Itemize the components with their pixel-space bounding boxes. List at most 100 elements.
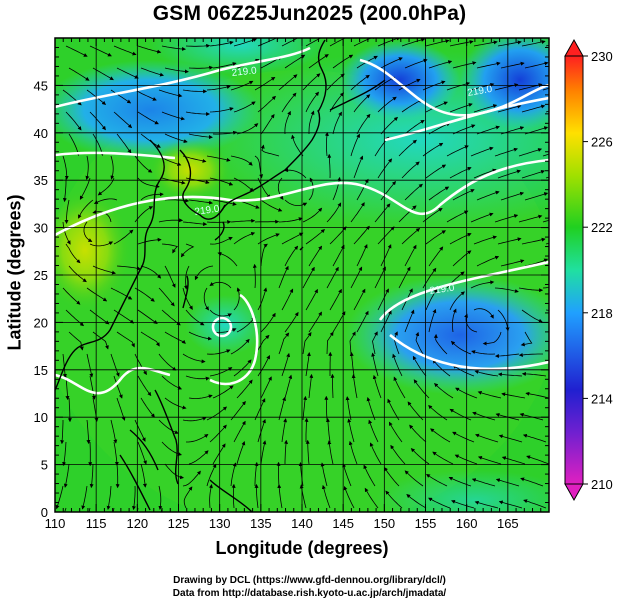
streamline-arrow [209,484,213,509]
streamline-arrow [209,40,234,47]
streamline-arrow [401,228,421,245]
streamline-arrow [350,133,360,157]
streamline-arrow [281,92,297,113]
y-tick-label: 30 [34,221,48,236]
streamline-arrow [62,155,69,180]
streamline-arrow [62,441,67,467]
lat-lon-grid [55,38,549,512]
streamline-arrow [497,372,523,377]
streamline-arrow [186,434,209,443]
streamline-arrow [134,353,147,376]
field-layer: 219.0 219.0 219.0 219.0 [55,38,549,512]
streamline-arrow [182,287,193,310]
streamline-arrow [448,476,472,487]
contour-label: 219.0 [429,283,456,297]
colorbar-tick-label: 214 [591,391,613,406]
streamline-arrow [302,266,315,289]
streamline-arrow [284,199,308,207]
streamline-arrow [161,45,186,51]
streamline-arrow [473,308,494,319]
x-tick-label: 125 [168,516,190,531]
streamline-arrow [452,189,475,201]
streamline-arrow [350,74,370,91]
streamline-arrow [425,288,438,311]
streamline-arrow [161,111,185,121]
streamline-arrow [351,374,358,399]
streamline-arrow [89,375,96,400]
streamline-arrow [164,463,184,480]
streamline-arrow [390,444,406,465]
streamline-arrow [470,280,495,289]
streamline-arrow [305,228,325,245]
streamline-arrow [115,463,120,489]
streamline-arrow [500,191,525,201]
streamline-arrow [257,177,271,199]
streamline-arrow [401,99,423,113]
streamline-arrow [542,286,549,289]
streamline-arrow [113,45,137,56]
streamline-arrow [305,288,318,311]
streamline-arrow [137,45,162,54]
streamline-arrow [425,164,447,179]
contour-label: 219.0 [194,204,221,218]
streamline-arrow [302,332,312,355]
streamline-arrow [404,470,424,487]
streamline-arrow [140,67,164,77]
streamline-arrow [542,87,549,91]
credit-data-source: Data from http://database.rish.kyoto-u.a… [172,588,447,599]
streamline-arrow [426,473,448,487]
streamline-arrow [116,397,126,421]
x-tick-label: 120 [126,516,148,531]
streamline-arrow [260,312,276,333]
streamline-arrow [113,111,133,129]
streamline-arrow [521,237,546,245]
streamline-arrow [473,104,498,113]
streamline-arrow [185,111,211,116]
streamline-arrow [494,287,519,293]
streamline-arrow [470,212,494,223]
streamline-arrow [257,233,280,245]
streamline-arrow [432,451,454,465]
streamline-arrow [329,288,342,311]
streamline-arrow [116,265,141,271]
colorbar-tick-label: 222 [591,220,613,235]
streamline-arrow [446,210,469,223]
streamline-arrow [134,89,157,101]
x-axis-title: Longitude (degrees) [215,538,389,558]
x-tick-label: 135 [250,516,272,531]
streamline-arrow [233,177,254,192]
streamline-arrow [446,145,469,157]
streamline-arrow [137,375,152,397]
streamline-arrow [353,155,364,179]
streamline-arrow [281,418,288,443]
streamline-arrow [374,203,391,223]
streamline-arrow [422,207,443,223]
streamline-arrow [305,38,328,47]
streamline-arrow [325,417,331,443]
streamline-arrow [308,245,323,267]
streamline-arrow [398,205,417,223]
streamline-arrow [230,80,254,91]
streamline-arrow [380,244,392,267]
y-tick-label: 25 [34,268,48,283]
streamline-arrow [428,404,448,421]
streamline-arrow [257,287,268,311]
streamline-arrow [326,73,345,91]
streamline-arrow [158,353,177,371]
streamline-arrow [188,394,213,399]
streamline-arrow [446,81,471,91]
streamline-arrow [452,61,477,69]
streamline-arrow [389,421,403,443]
streamline-arrow [401,161,420,179]
streamline-arrow [89,309,110,325]
streamline-arrow [209,281,232,289]
streamline-arrow [284,439,289,464]
streamline-arrow [377,96,397,113]
streamline-arrow [425,101,448,113]
streamline-arrow [369,442,382,465]
streamline-arrow [428,60,453,69]
streamline-arrow [281,352,291,377]
streamline-arrow [449,233,472,245]
streamline-arrow [452,250,472,267]
streamline-arrow [110,353,120,377]
